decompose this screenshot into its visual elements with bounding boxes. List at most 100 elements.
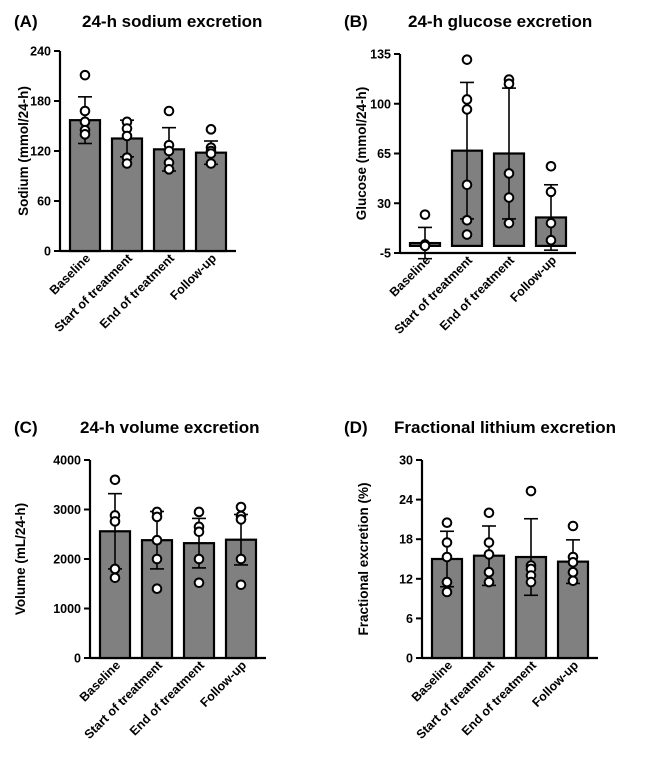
chart-title: 24-h sodium excretion [82, 12, 262, 31]
chart-panel-3: (C) 24-h volume excretion 0 1000 2000 3000 400… [13, 418, 266, 742]
y-tick-label: 4000 [53, 454, 81, 468]
y-axis-title: Volume (mL/24-h) [13, 503, 28, 615]
chart-panel-1: (A) 24-h sodium excretion 0 60 120 180 240 Sodi… [14, 12, 262, 335]
data-point [461, 54, 473, 65]
x-tick-label: End of treatment [437, 253, 518, 334]
x-tick-label: End of treatment [97, 251, 178, 332]
y-tick-label: 0 [406, 652, 413, 666]
data-point [109, 572, 121, 584]
x-tick-label: Start of treatment [82, 658, 166, 742]
data-point [109, 563, 121, 575]
data-point [151, 511, 163, 523]
x-tick-label: Follow-up [507, 253, 559, 305]
data-point [567, 557, 579, 568]
panel-label: (D) [344, 418, 368, 437]
data-point [461, 229, 473, 240]
data-point [79, 116, 91, 128]
y-tick-label: 180 [30, 95, 51, 109]
data-point [163, 145, 175, 157]
data-point [109, 516, 121, 527]
data-point [151, 534, 163, 546]
data-point [483, 507, 495, 519]
y-tick-label: 30 [377, 197, 391, 211]
data-point [525, 576, 537, 588]
x-tick-label: Follow-up [529, 658, 581, 710]
data-point [163, 105, 175, 117]
x-tick-label: End of treatment [459, 658, 540, 739]
y-tick-label: -5 [380, 247, 391, 261]
data-point [483, 576, 495, 588]
data-point [567, 566, 579, 578]
data-point [235, 501, 247, 513]
data-point [193, 553, 205, 565]
x-tick-label: Follow-up [167, 251, 219, 303]
data-point [441, 576, 453, 588]
data-point [545, 234, 557, 246]
data-point [441, 537, 453, 548]
chart-title: Fractional lithium excretion [394, 418, 616, 437]
y-tick-label: 240 [30, 45, 51, 59]
data-point [567, 520, 579, 532]
y-axis-title: Glucose (mmol/24-h) [354, 87, 369, 221]
data-point [235, 514, 247, 525]
y-tick-label: 2000 [53, 553, 81, 567]
y-tick-label: 0 [74, 652, 81, 666]
y-axis-title: Sodium (mmol/24-h) [16, 86, 31, 216]
data-point [567, 575, 579, 587]
data-point [79, 129, 91, 140]
y-tick-label: 65 [377, 147, 391, 161]
data-point [419, 240, 431, 252]
data-point [545, 186, 557, 198]
data-point [235, 579, 247, 591]
x-tick-label: Start of treatment [414, 658, 498, 742]
y-tick-label: 3000 [53, 503, 81, 517]
y-tick-label: 12 [399, 572, 413, 586]
data-point [235, 553, 247, 565]
chart-panel-2: (B) 24-h glucose excretion -5 30 65 100 135 Glu… [344, 12, 592, 337]
data-point [461, 179, 473, 191]
x-tick-label: Start of treatment [392, 253, 476, 337]
data-point [461, 215, 473, 226]
data-point [193, 526, 205, 538]
data-point [503, 192, 515, 203]
data-point [121, 158, 133, 169]
x-tick-label: Follow-up [197, 658, 249, 710]
bar [194, 151, 228, 253]
x-tick-label: Start of treatment [52, 251, 136, 335]
y-tick-label: 135 [370, 48, 391, 62]
y-tick-label: 60 [37, 195, 51, 209]
bar [556, 560, 590, 660]
data-point [193, 506, 205, 518]
data-point [109, 474, 121, 486]
data-point [483, 549, 495, 560]
data-point [483, 537, 495, 548]
y-tick-label: 100 [370, 97, 391, 111]
data-point [441, 586, 453, 598]
y-axis-title: Fractional excretion (%) [356, 482, 371, 635]
data-point [205, 124, 217, 135]
data-point [205, 148, 217, 159]
data-point [163, 164, 175, 175]
y-tick-label: 1000 [53, 602, 81, 616]
data-point [503, 217, 515, 229]
bar [472, 554, 506, 660]
data-point [79, 105, 91, 117]
data-point [441, 517, 453, 529]
y-tick-label: 24 [399, 493, 413, 507]
data-point [545, 160, 557, 172]
data-point [461, 94, 473, 105]
data-point [121, 130, 133, 142]
data-point [151, 583, 163, 595]
data-point [193, 577, 205, 589]
data-point [461, 104, 473, 115]
data-point [525, 485, 537, 497]
y-tick-label: 18 [399, 533, 413, 547]
data-point [503, 168, 515, 179]
data-point [545, 217, 557, 229]
panel-label: (B) [344, 12, 368, 31]
chart-panel-4: (D) Fractional lithium excretion 0 6 12 18 24 3… [344, 418, 616, 742]
panel-label: (A) [14, 12, 38, 31]
data-point [419, 209, 431, 220]
data-point [151, 553, 163, 565]
